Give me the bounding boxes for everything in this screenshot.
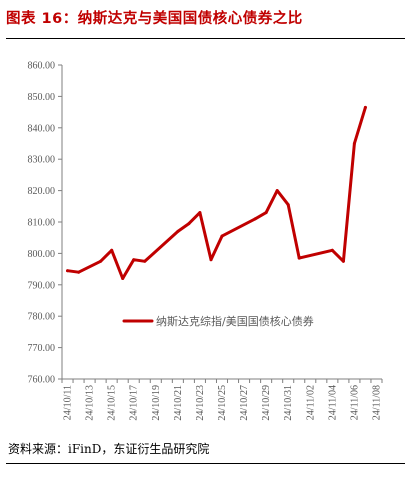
x-tick-label: 24/11/04 bbox=[327, 385, 338, 420]
x-tick-label: 24/10/19 bbox=[151, 385, 162, 421]
y-tick-label: 820.00 bbox=[28, 186, 56, 197]
data-point bbox=[77, 270, 81, 274]
data-point bbox=[121, 277, 125, 280]
y-tick-label: 830.00 bbox=[28, 155, 56, 166]
data-point bbox=[253, 217, 257, 221]
data-point bbox=[110, 248, 114, 252]
legend-label: 纳斯达克综指/美国国债核心债券 bbox=[156, 314, 314, 328]
y-tick-label: 840.00 bbox=[28, 123, 56, 134]
series-lines bbox=[66, 105, 367, 280]
data-point bbox=[297, 256, 301, 260]
data-point bbox=[209, 258, 213, 262]
y-tick-label: 800.00 bbox=[28, 249, 56, 260]
data-point bbox=[330, 248, 334, 252]
y-axis-ticks: 760.00 770.00 780.00 790.00 800.00 810.00 820.… bbox=[28, 61, 62, 386]
data-point bbox=[198, 211, 202, 215]
y-tick-label: 850.00 bbox=[28, 92, 56, 103]
y-tick-label: 810.00 bbox=[28, 218, 56, 229]
data-point bbox=[132, 258, 136, 262]
chart-axes bbox=[61, 65, 382, 380]
x-tick-label: 24/10/17 bbox=[129, 385, 140, 421]
title-divider bbox=[6, 38, 405, 39]
x-tick-label: 24/10/25 bbox=[217, 385, 228, 421]
data-point bbox=[264, 211, 268, 215]
data-point bbox=[176, 229, 180, 233]
data-point bbox=[352, 142, 356, 145]
data-point bbox=[363, 105, 367, 109]
x-tick-label: 24/10/27 bbox=[239, 385, 250, 421]
x-axis-ticks: 24/10/11 24/10/13 24/10/15 24/10/17 24/10/19… bbox=[61, 379, 383, 421]
data-point bbox=[143, 259, 147, 263]
data-point bbox=[99, 259, 103, 263]
data-point bbox=[187, 222, 191, 226]
x-tick-label: 24/10/23 bbox=[195, 385, 206, 421]
x-tick-label: 24/10/21 bbox=[173, 385, 184, 421]
x-tick-label: 24/10/29 bbox=[261, 385, 272, 421]
x-tick-label: 24/11/08 bbox=[371, 385, 382, 420]
data-point bbox=[220, 234, 224, 238]
y-tick-label: 770.00 bbox=[28, 343, 56, 354]
y-tick-label: 790.00 bbox=[28, 280, 56, 291]
x-tick-label: 24/11/02 bbox=[305, 385, 316, 420]
line-chart: 760.00 770.00 780.00 790.00 800.00 810.00 820.… bbox=[28, 61, 383, 421]
legend: 纳斯达克综指/美国国债核心债券 bbox=[122, 314, 314, 328]
y-tick-label: 860.00 bbox=[28, 61, 56, 72]
chart-title: 图表 16：纳斯达克与美国国债核心债券之比 bbox=[6, 11, 303, 27]
series-line bbox=[66, 105, 367, 280]
x-tick-label: 24/10/31 bbox=[283, 385, 294, 421]
x-tick-label: 24/10/15 bbox=[107, 385, 118, 421]
y-tick-label: 760.00 bbox=[28, 375, 56, 386]
x-tick-label: 24/10/11 bbox=[63, 385, 74, 420]
source-note: 资料来源：iFinD，东证衍生品研究院 bbox=[8, 442, 210, 456]
data-point bbox=[66, 269, 69, 273]
x-tick-label: 24/11/06 bbox=[349, 385, 360, 420]
footer-divider bbox=[6, 463, 405, 464]
x-tick-label: 24/10/13 bbox=[85, 385, 96, 421]
data-point bbox=[286, 203, 290, 207]
data-point bbox=[275, 189, 279, 193]
data-point bbox=[341, 259, 345, 263]
y-tick-label: 780.00 bbox=[28, 312, 56, 323]
